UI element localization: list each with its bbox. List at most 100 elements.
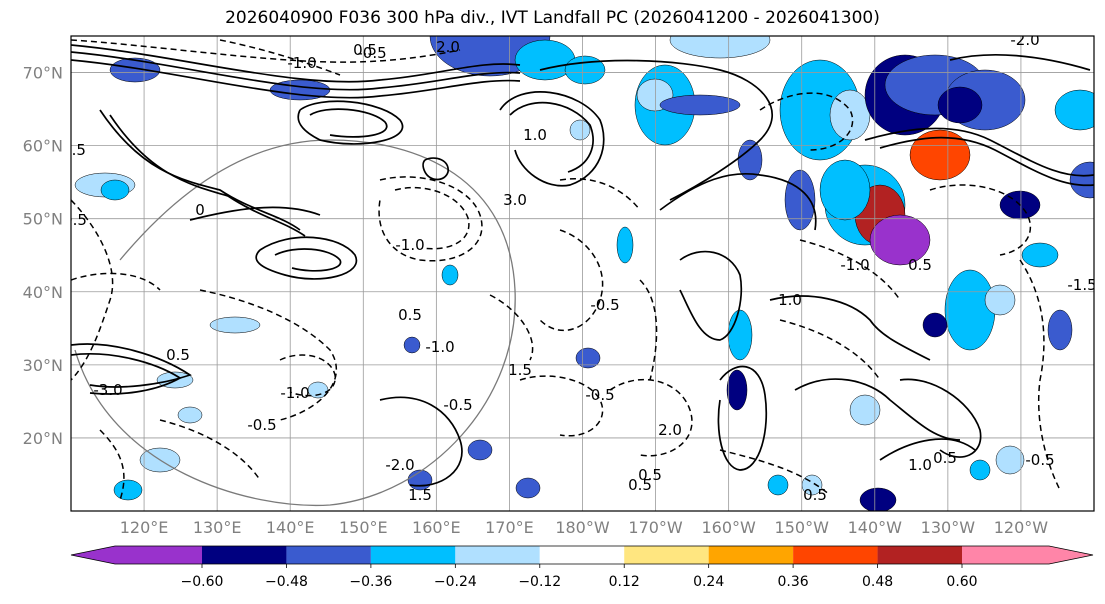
colorbar-swatch: [877, 546, 962, 564]
contour-label: 0.5: [933, 449, 957, 467]
positive-contour: [864, 127, 1094, 177]
negative-contour: [71, 199, 114, 381]
colorbar-swatch: [370, 546, 456, 564]
contour-label: -2.0: [1010, 31, 1039, 49]
divergence-patch: [177, 406, 203, 424]
divergence-patch: [909, 129, 971, 181]
negative-contour: [394, 186, 470, 250]
lon-tick-label: 140°W: [848, 518, 903, 537]
colorbar-tick-label: 0.60: [946, 574, 977, 590]
colorbar: −0.60 −0.48 −0.36 −0.24 −0.12 0.12 0.24 0.36 0.4…: [70, 545, 1094, 590]
colorbar-tick-label: −0.36: [349, 574, 392, 590]
contour-label: -0.5: [590, 296, 619, 314]
colorbar-tick-label: 0.24: [693, 574, 724, 590]
positive-contour: [509, 101, 594, 173]
negative-contour: [159, 419, 261, 481]
negative-contour: [559, 178, 641, 211]
lon-tick-label: 140°E: [266, 518, 315, 537]
colorbar-swatch: [455, 546, 540, 564]
positive-contour: [71, 44, 521, 83]
divergence-patch: [819, 159, 871, 221]
positive-contour: [189, 206, 321, 221]
colorbar-tick-label: −0.48: [265, 574, 308, 590]
contour-label: 3.0: [503, 191, 527, 209]
positive-contour: [679, 250, 743, 341]
colorbar-swatch: [624, 546, 709, 564]
longitude-axis: 120°E 130°E 140°E 150°E 160°E 170°E 180°W 170°W…: [120, 518, 1049, 537]
lat-tick-label: 50°N: [23, 210, 63, 229]
negative-contour: [779, 319, 881, 381]
colorbar-tick-label: −0.12: [518, 574, 561, 590]
divergence-patch: [1069, 161, 1094, 199]
contour-label: -3.0: [93, 381, 122, 399]
positive-contour: [794, 378, 961, 441]
colorbar-swatch: [708, 546, 794, 564]
colorbar-tick-label: 0.48: [862, 574, 893, 590]
contour-label: 2.0: [436, 38, 460, 56]
lat-tick-label: 60°N: [23, 137, 63, 156]
contour-label: 0.5: [803, 486, 827, 504]
lon-tick-label: 160°E: [412, 518, 461, 537]
latitude-axis: 70°N 60°N 50°N 40°N 30°N 20°N: [23, 64, 63, 448]
divergence-patch: [113, 479, 143, 501]
contour-label: -1.0: [287, 54, 316, 72]
divergence-patch: [209, 316, 261, 334]
contour-label: 1.0: [908, 456, 932, 474]
contour-label: 1.5: [62, 141, 86, 159]
contour-label: 1.5: [408, 486, 432, 504]
divergence-patch: [859, 487, 897, 511]
positive-contour: [71, 343, 192, 388]
negative-contour: [719, 449, 831, 496]
positive-contour: [769, 295, 931, 361]
divergence-patch: [737, 139, 763, 181]
divergence-patch: [403, 336, 421, 354]
divergence-patch: [659, 94, 741, 116]
negative-contour: [199, 289, 337, 421]
contour-label: -0.5: [247, 416, 276, 434]
colorbar-extend-max: [1049, 546, 1093, 564]
divergence-patch: [109, 57, 161, 83]
colorbar-swatch: [115, 546, 202, 564]
divergence-patch: [1054, 89, 1094, 131]
negative-contour: [929, 184, 1031, 256]
lat-tick-label: 20°N: [23, 429, 63, 448]
lon-tick-label: 130°W: [921, 518, 976, 537]
contour-label: 1.5: [508, 361, 532, 379]
divergence-patch: [441, 264, 459, 286]
contour-label: 0.5: [908, 256, 932, 274]
contour-label: -1.5: [1067, 276, 1096, 294]
negative-contour: [378, 176, 483, 262]
negative-contour: [71, 39, 461, 63]
contour-label: -1.0: [395, 236, 424, 254]
divergence-patch: [727, 309, 753, 361]
contour-label: 0.5: [166, 346, 190, 364]
contour-label: 2.0: [658, 421, 682, 439]
lon-tick-label: 170°W: [628, 518, 683, 537]
negative-contour: [71, 272, 161, 291]
lon-tick-label: 150°W: [775, 518, 830, 537]
colorbar-swatch: [202, 546, 287, 564]
positive-contour: [879, 136, 1094, 187]
lon-tick-label: 120°W: [994, 518, 1049, 537]
positive-contour: [659, 172, 817, 231]
negative-contour: [219, 39, 341, 76]
colorbar-swatch: [793, 546, 878, 564]
colorbar-tick-label: 0.12: [609, 574, 640, 590]
positive-contour: [71, 353, 182, 395]
divergence-patch: [869, 214, 931, 266]
contour-label: -0.5: [1025, 451, 1054, 469]
divergence-patch: [937, 86, 983, 124]
contour-label: 0.5: [63, 211, 87, 229]
map-border: [70, 35, 1095, 512]
contour-label: 1.0: [523, 126, 547, 144]
divergence-patch: [984, 284, 1016, 316]
negative-contour: [279, 354, 336, 397]
colorbar-outline: [70, 545, 1094, 565]
chart-title: 2026040900 F036 300 hPa div., IVT Landfa…: [225, 8, 880, 28]
divergence-patch: [575, 347, 601, 369]
lat-tick-label: 40°N: [23, 283, 63, 302]
divergence-patch: [969, 459, 991, 481]
map-area: 2.00.5-1.01.50.50-1.00.5-1.0-3.0-0.5-1.0…: [62, 31, 1096, 511]
positive-contour: [274, 248, 342, 272]
contour-label: -0.5: [443, 396, 472, 414]
